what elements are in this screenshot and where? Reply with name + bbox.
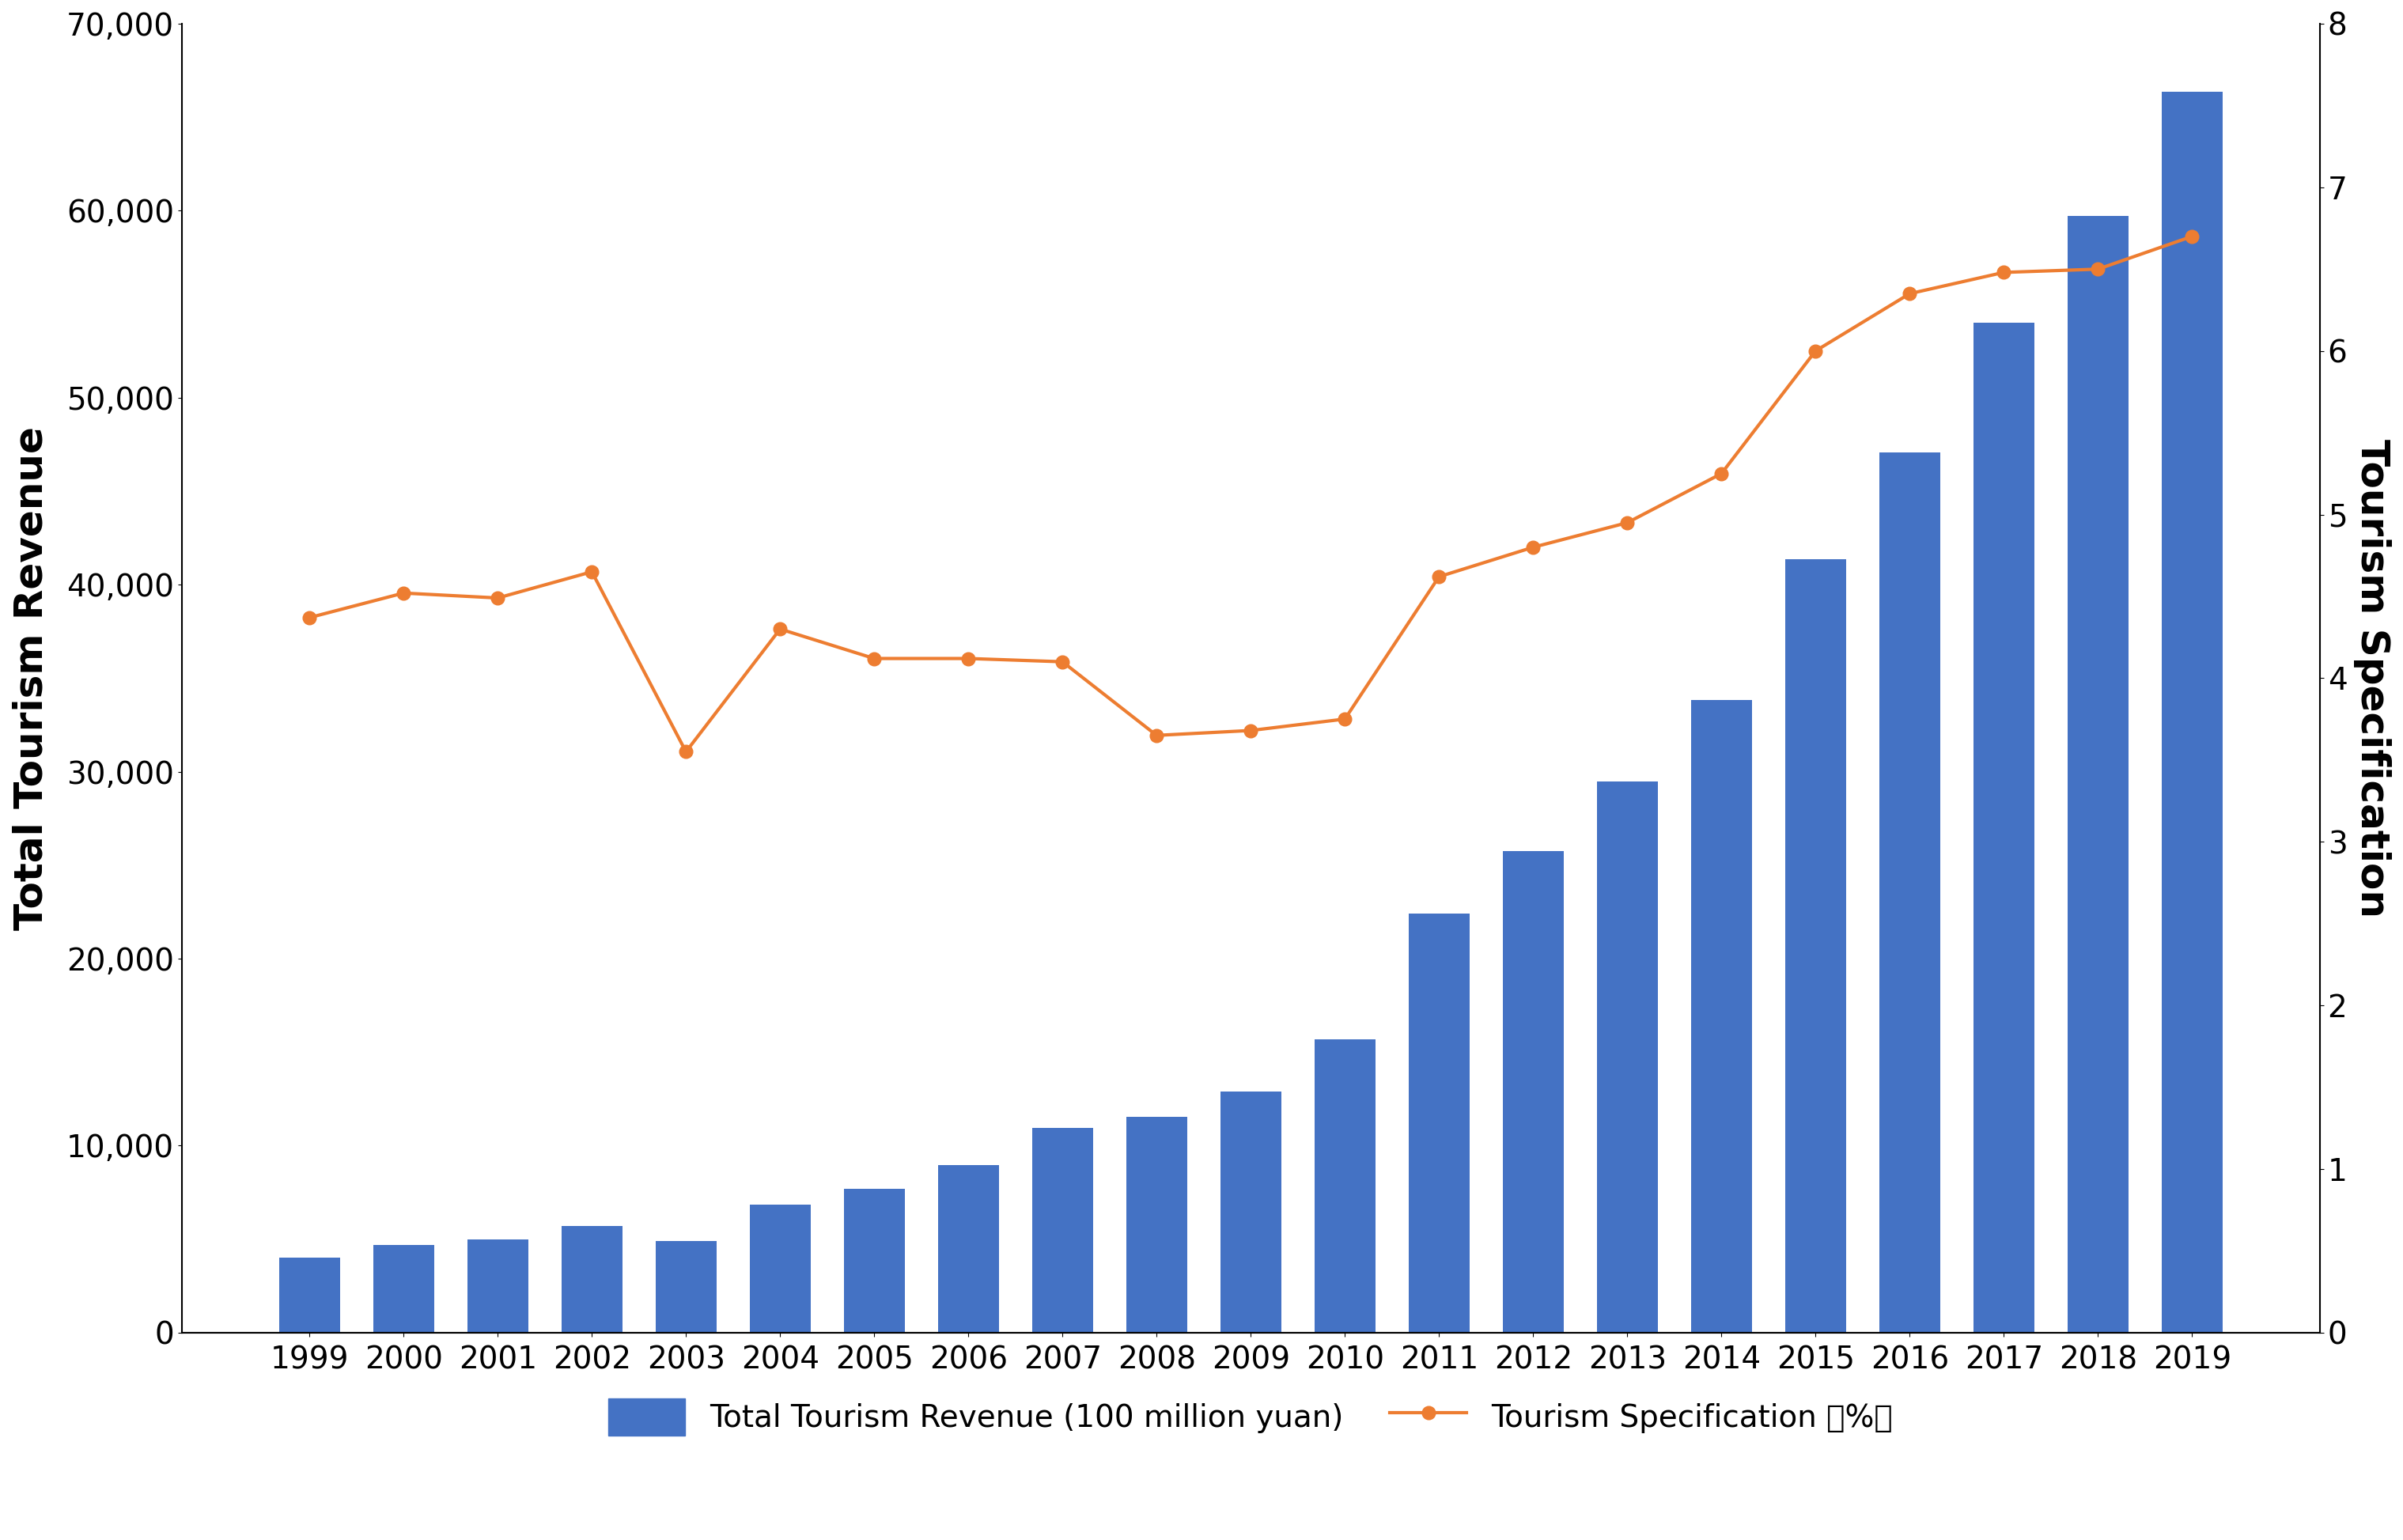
Legend: Total Tourism Revenue (100 million yuan), Tourism Specification （%）: Total Tourism Revenue (100 million yuan)… xyxy=(596,1386,1906,1448)
Bar xyxy=(1408,913,1471,1332)
Bar xyxy=(1314,1040,1375,1332)
Bar xyxy=(1879,453,1939,1332)
Bar xyxy=(1502,852,1564,1332)
Bar xyxy=(1973,323,2035,1332)
Bar xyxy=(1785,559,1846,1332)
Bar xyxy=(1221,1092,1281,1332)
Bar xyxy=(656,1241,716,1332)
Bar xyxy=(466,1240,529,1332)
Bar xyxy=(750,1204,810,1332)
Bar xyxy=(2067,216,2129,1332)
Bar xyxy=(1031,1127,1093,1332)
Bar xyxy=(1596,781,1658,1332)
Y-axis label: Total Tourism Revenue: Total Tourism Revenue xyxy=(12,427,50,930)
Bar xyxy=(1127,1116,1187,1332)
Bar xyxy=(372,1244,435,1332)
Bar xyxy=(937,1166,1000,1332)
Y-axis label: Tourism Specification: Tourism Specification xyxy=(2353,439,2391,918)
Bar xyxy=(2160,92,2223,1332)
Bar xyxy=(843,1189,906,1332)
Bar xyxy=(279,1258,341,1332)
Bar xyxy=(562,1226,622,1332)
Bar xyxy=(1692,701,1752,1332)
